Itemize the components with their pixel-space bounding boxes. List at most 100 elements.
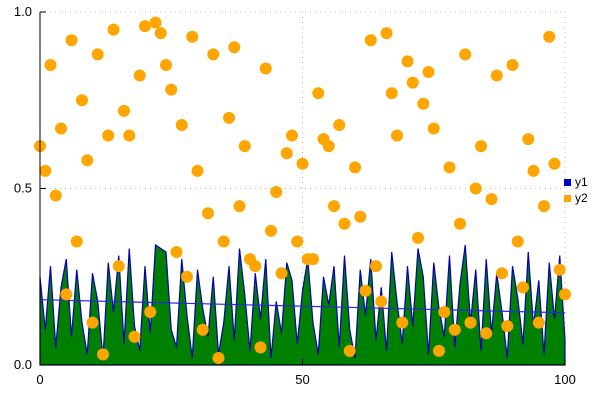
scatter-point [475,140,487,153]
scatter-point [322,140,335,153]
scatter-point [259,62,272,75]
scatter-point [107,23,120,36]
scatter-point [349,161,361,174]
scatter-point [97,348,109,361]
scatter-point [333,118,346,131]
scatter-point [286,129,298,142]
x-tick-label: 50 [295,372,309,387]
scatter-point [433,344,445,357]
scatter-point [485,193,498,206]
scatter-point [406,76,419,89]
legend-label-y1: y1 [575,175,588,189]
scatter-point [254,341,267,354]
scatter-point [280,147,293,160]
scatter-point [202,207,214,220]
scatter-point [380,27,393,40]
scatter-point [359,284,372,297]
scatter-point [133,69,146,82]
scatter-point [511,235,524,248]
legend-item-y1: y1 [564,176,588,189]
y-tick-label: 0.0 [14,357,32,372]
scatter-point [517,281,529,294]
scatter-point [233,200,246,213]
scatter-point [39,164,52,177]
legend-swatch-y1 [564,179,571,186]
scatter-point [343,344,356,357]
x-tick-label: 100 [554,372,576,387]
scatter-point [543,30,556,43]
scatter-point [459,48,472,61]
scatter-point [223,111,235,124]
scatter-point [385,87,398,100]
scatter-point [427,122,440,135]
y-tick-label: 0.5 [14,181,32,196]
scatter-point [454,217,466,230]
scatter-point [154,27,167,40]
scatter-point [186,30,199,43]
scatter-point [175,118,188,131]
scatter-point [238,140,251,153]
scatter-point [312,87,325,100]
scatter-point [469,182,482,195]
scatter-point [464,316,477,329]
scatter-point [76,94,88,107]
x-tick-label: 0 [36,372,43,387]
scatter-point [275,267,288,280]
scatter-point [443,161,456,174]
scatter-point [396,316,409,329]
scatter-point [522,133,535,146]
scatter-point [354,210,367,223]
scatter-point [553,263,566,276]
area-series-y1 [39,243,566,366]
scatter-point [123,129,136,142]
scatter-point [228,41,241,54]
scatter-point [160,58,172,71]
scatter-point [181,270,193,283]
scatter-point [370,260,382,273]
scatter-point [49,189,62,202]
scatter-point [70,235,83,248]
scatter-point [422,66,435,79]
scatter-point [81,154,94,167]
scatter-point [144,306,157,319]
scatter-point [139,20,151,33]
legend-item-y2: y2 [564,192,588,205]
scatter-point [165,83,178,96]
scatter-point [307,253,319,266]
trend-line [39,299,566,314]
scatter-point [364,34,377,47]
scatter-point [501,320,514,333]
scatter-point [249,260,262,273]
scatter-point [538,200,550,213]
scatter-point [212,351,225,364]
scatter-point [338,217,351,230]
scatter-point [448,323,461,336]
scatter-point [217,235,230,248]
scatter-point [265,224,277,237]
scatter-point [270,186,283,199]
legend-label-y2: y2 [575,191,588,205]
scatter-point [401,55,414,68]
scatter-point [60,288,73,301]
scatter-point [328,200,340,213]
scatter-point [149,16,162,29]
scatter-point [44,58,57,71]
scatter-point [118,104,130,117]
scatter-point [412,231,424,244]
scatter-point [548,157,561,170]
scatter-point [65,34,78,47]
scatter-point [527,164,540,177]
scatter-point [291,235,304,248]
scatter-point [496,267,508,280]
scatter-point [196,323,209,336]
scatter-point [91,48,104,61]
scatter-point [417,97,430,110]
scatter-point [438,306,451,319]
legend-swatch-y2 [564,195,571,202]
scatter-point [207,48,220,61]
scatter-point [532,316,545,329]
scatter-point [559,288,571,301]
scatter-point [55,122,67,135]
